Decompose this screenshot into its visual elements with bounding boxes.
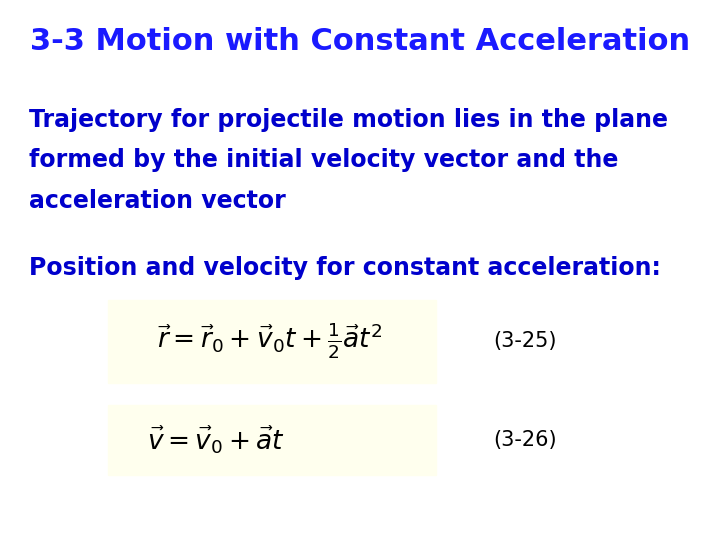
Text: formed by the initial velocity vector and the: formed by the initial velocity vector an… <box>29 148 618 172</box>
Text: 3-3 Motion with Constant Acceleration: 3-3 Motion with Constant Acceleration <box>30 27 690 56</box>
Text: acceleration vector: acceleration vector <box>29 189 286 213</box>
FancyBboxPatch shape <box>108 300 436 383</box>
Text: (3-25): (3-25) <box>493 331 557 352</box>
Text: (3-26): (3-26) <box>493 430 557 450</box>
Text: $\vec{v} = \vec{v}_0 + \vec{a}t$: $\vec{v} = \vec{v}_0 + \vec{a}t$ <box>147 424 285 456</box>
Text: $\vec{r} = \vec{r}_0 + \vec{v}_0 t + \frac{1}{2}\vec{a}t^2$: $\vec{r} = \vec{r}_0 + \vec{v}_0 t + \fr… <box>157 321 383 361</box>
FancyBboxPatch shape <box>108 405 436 475</box>
Text: Position and velocity for constant acceleration:: Position and velocity for constant accel… <box>29 256 661 280</box>
Text: Trajectory for projectile motion lies in the plane: Trajectory for projectile motion lies in… <box>29 108 668 132</box>
